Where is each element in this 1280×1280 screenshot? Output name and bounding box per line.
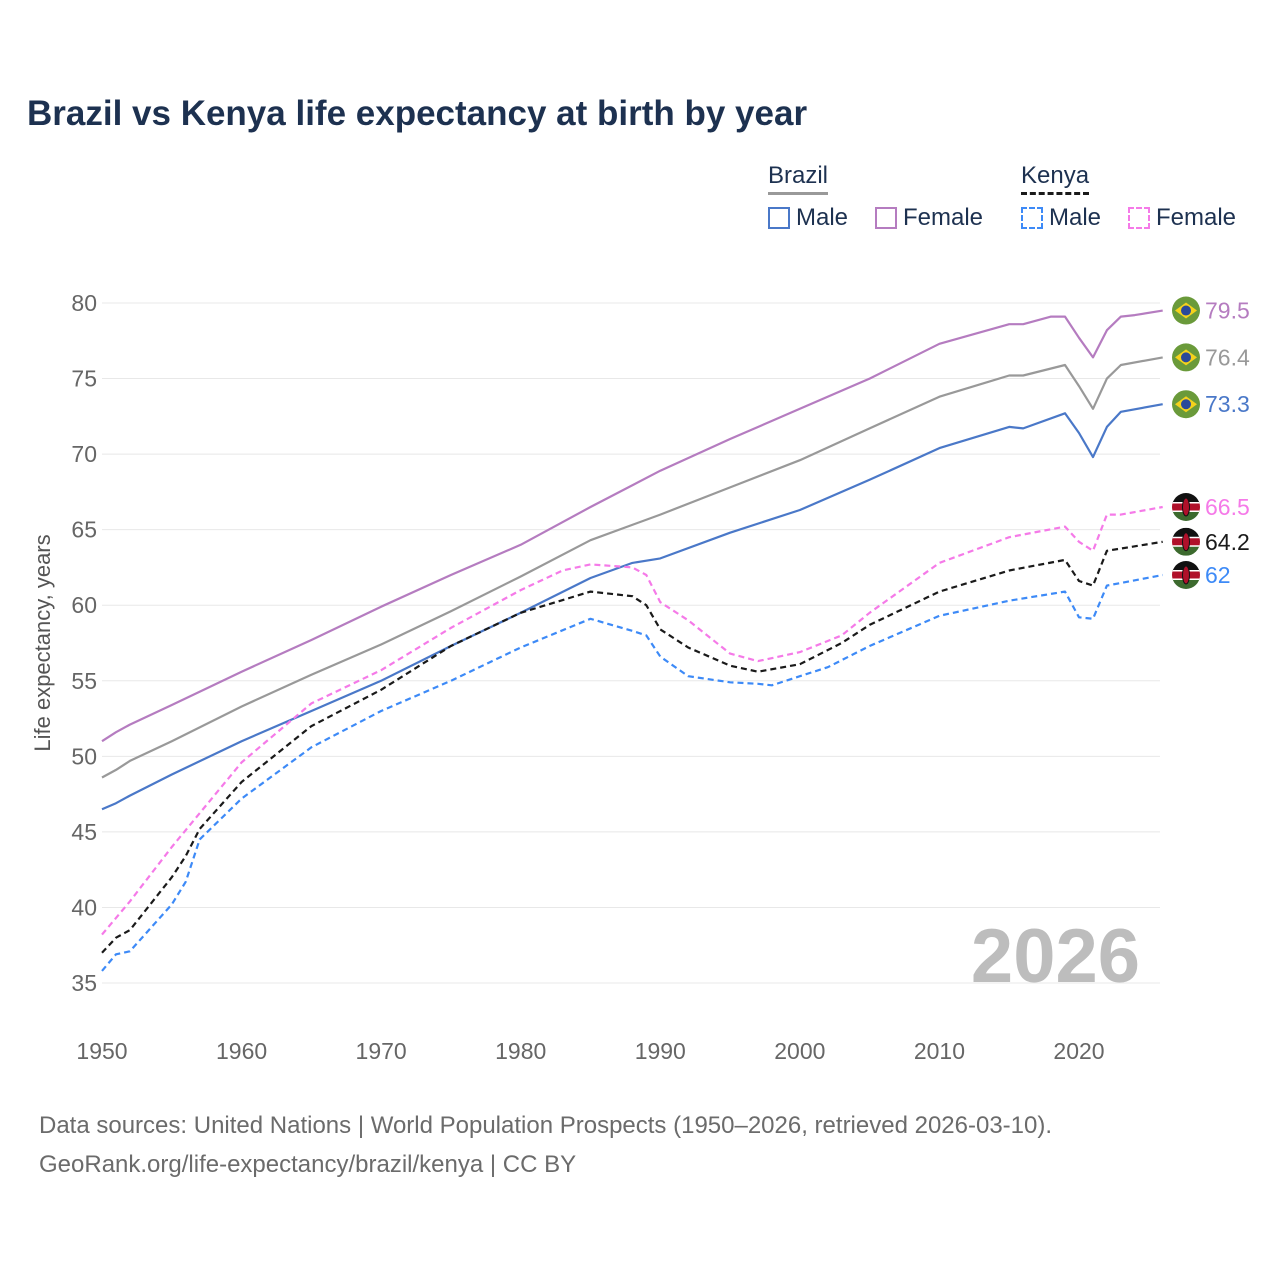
y-tick-label: 45 xyxy=(71,819,97,845)
legend-swatch xyxy=(1021,207,1043,229)
flag-stripes xyxy=(1172,561,1200,589)
flag-globe xyxy=(1181,305,1191,316)
brazil-flag-icon xyxy=(1172,296,1200,325)
legend-item-kenya-male[interactable]: Male xyxy=(1021,204,1101,232)
series-line-brazil-female xyxy=(101,309,1163,743)
x-tick-label: 1950 xyxy=(76,1038,127,1064)
legend-item-brazil-female[interactable]: Female xyxy=(875,204,983,232)
chart-title: Brazil vs Kenya life expectancy at birth… xyxy=(27,94,808,133)
series-line-brazil-male xyxy=(101,403,1163,811)
flag-stripes xyxy=(1172,493,1200,521)
y-tick-label: 40 xyxy=(71,894,97,920)
x-tick-label: 2010 xyxy=(914,1038,965,1064)
x-tick-label: 1980 xyxy=(495,1038,546,1064)
y-tick-label: 70 xyxy=(71,441,97,467)
y-tick-label: 75 xyxy=(71,366,97,392)
end-value-label: 76.4 xyxy=(1205,344,1250,370)
flag-globe xyxy=(1181,399,1191,410)
x-tick-label: 2020 xyxy=(1053,1038,1104,1064)
series-line-kenya-total xyxy=(101,540,1163,954)
y-tick-label: 60 xyxy=(71,592,97,618)
end-value-label: 64.2 xyxy=(1205,529,1250,555)
source-line-2: GeoRank.org/life-expectancy/brazil/kenya… xyxy=(39,1151,577,1178)
end-value-label: 62 xyxy=(1205,562,1231,588)
x-tick-label: 2000 xyxy=(774,1038,825,1064)
year-watermark: 2026 xyxy=(971,914,1140,999)
end-value-label: 73.3 xyxy=(1205,391,1250,417)
x-tick-label: 1970 xyxy=(356,1038,407,1064)
legend-item-brazil-male[interactable]: Male xyxy=(768,204,848,232)
x-tick-label: 1990 xyxy=(635,1038,686,1064)
legend-label: Male xyxy=(1049,204,1102,231)
x-tick-label: 1960 xyxy=(216,1038,267,1064)
brazil-flag-icon xyxy=(1172,390,1200,419)
legend-label: Male xyxy=(796,204,849,231)
legend-item-kenya-female[interactable]: Female xyxy=(1128,204,1236,232)
flag-stripes xyxy=(1172,527,1200,556)
legend-label: Female xyxy=(903,204,984,231)
kenya-flag-icon xyxy=(1172,527,1200,556)
source-line-1: Data sources: United Nations | World Pop… xyxy=(39,1112,1053,1139)
brazil-flag-icon xyxy=(1172,343,1200,372)
kenya-flag-icon xyxy=(1172,561,1200,589)
series-line-kenya-male xyxy=(101,573,1163,972)
y-tick-label: 80 xyxy=(71,290,97,316)
y-axis-label: Life expectancy, years xyxy=(30,534,55,751)
legend-label: Female xyxy=(1156,204,1237,231)
flag-shield xyxy=(1182,497,1190,517)
series-line-kenya-female xyxy=(101,505,1163,936)
series-line-brazil-total xyxy=(101,356,1163,779)
legend-group-kenya: Kenya xyxy=(1021,162,1090,195)
y-tick-label: 35 xyxy=(71,970,97,996)
y-tick-label: 65 xyxy=(71,517,97,543)
legend-swatch xyxy=(1128,207,1150,229)
end-value-label: 66.5 xyxy=(1205,494,1250,520)
source-note: Data sources: United Nations | World Pop… xyxy=(39,1106,1052,1184)
kenya-flag-icon xyxy=(1172,493,1200,521)
flag-globe xyxy=(1181,352,1191,363)
flag-shield xyxy=(1182,532,1190,552)
legend-group-brazil: Brazil xyxy=(768,162,829,195)
flag-shield xyxy=(1182,565,1190,585)
y-tick-label: 50 xyxy=(71,743,97,769)
y-tick-label: 55 xyxy=(71,668,97,694)
end-value-label: 79.5 xyxy=(1205,298,1250,324)
legend-swatch xyxy=(768,207,790,229)
legend-swatch xyxy=(875,207,897,229)
